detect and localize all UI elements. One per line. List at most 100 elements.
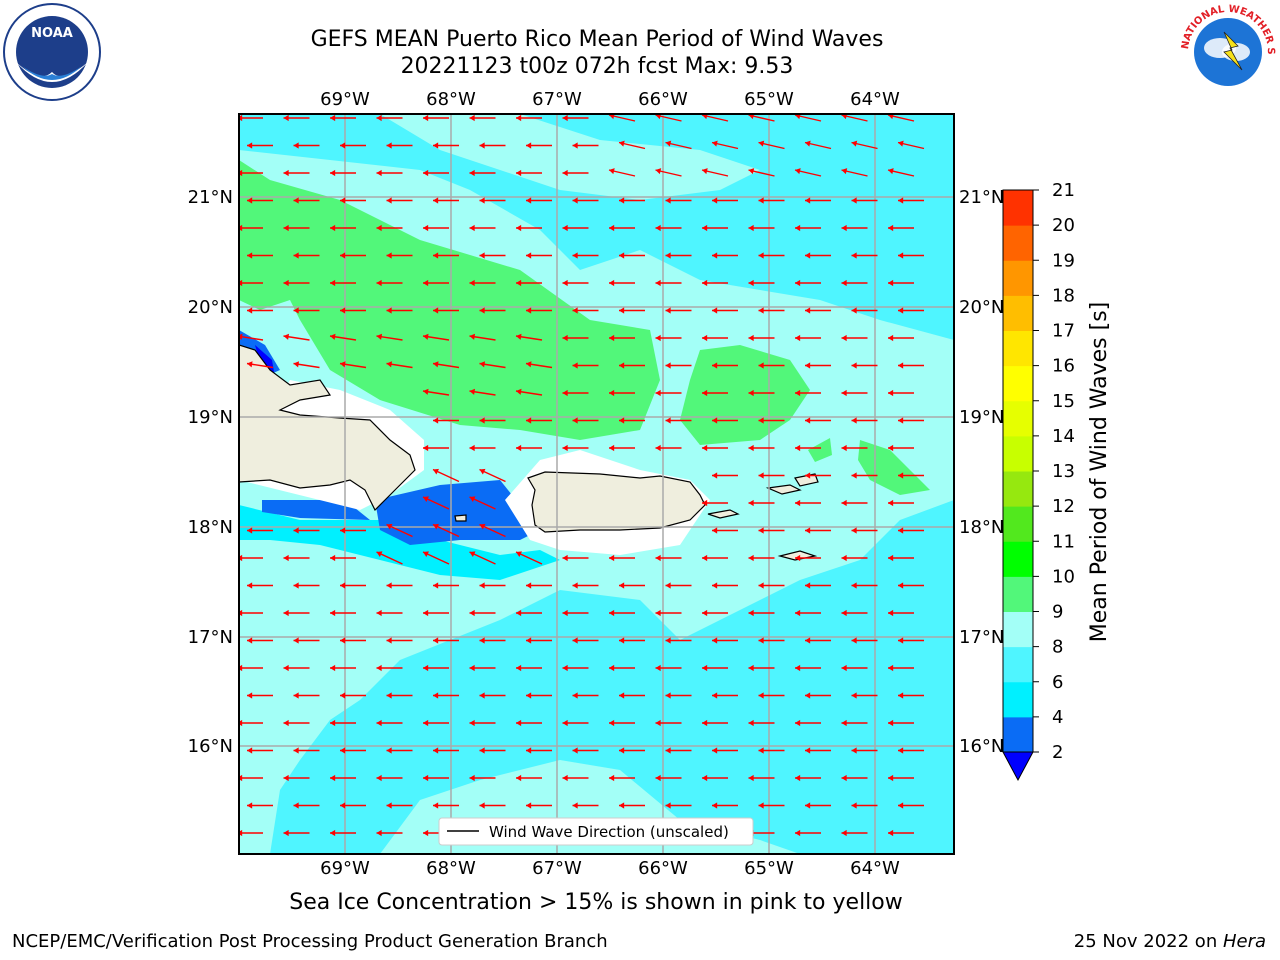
wind-wave-arrow xyxy=(898,472,924,479)
wind-wave-arrow xyxy=(795,499,821,507)
longitude-label: 66°W xyxy=(638,858,688,879)
colorbar-tick-label: 10 xyxy=(1052,566,1075,587)
wind-wave-arrow xyxy=(841,774,868,782)
wind-wave-arrow xyxy=(433,637,459,644)
wind-wave-arrow xyxy=(572,307,599,314)
wind-wave-arrow xyxy=(572,362,599,369)
wind-wave-arrow xyxy=(619,747,645,754)
wind-wave-arrow xyxy=(330,609,356,617)
wind-wave-arrow xyxy=(851,307,878,314)
wind-wave-arrow xyxy=(841,499,868,507)
wind-wave-arrow xyxy=(795,279,821,287)
wind-wave-arrow xyxy=(423,444,449,452)
wind-wave-arrow xyxy=(898,637,924,644)
graticule xyxy=(239,114,954,854)
wind-wave-arrow xyxy=(283,279,310,287)
wind-wave-arrow xyxy=(340,142,366,149)
wind-wave-arrow xyxy=(432,361,460,369)
wind-wave-arrow xyxy=(888,664,914,672)
wind-wave-arrow xyxy=(516,224,542,232)
wind-wave-arrow xyxy=(851,252,878,259)
wind-wave-arrow xyxy=(526,252,552,259)
wind-wave-arrow xyxy=(712,802,738,809)
wind-wave-arrow xyxy=(469,664,496,672)
wind-wave-arrow xyxy=(795,774,821,782)
wind-wave-arrow xyxy=(423,114,449,122)
wind-wave-arrow xyxy=(655,774,682,782)
wind-wave-arrow xyxy=(841,554,868,562)
wind-wave-arrow xyxy=(479,802,506,809)
wind-wave-arrow xyxy=(609,444,635,452)
sea-ice-note: Sea Ice Concentration > 15% is shown in … xyxy=(289,890,903,915)
map-legend: Wind Wave Direction (unscaled) xyxy=(438,817,754,846)
wind-wave-arrow xyxy=(851,637,878,644)
wind-wave-arrow xyxy=(330,279,356,287)
wind-wave-arrow xyxy=(655,664,682,672)
colorbar-tick-label: 11 xyxy=(1052,531,1075,552)
wind-wave-arrow xyxy=(330,169,356,177)
wind-wave-arrow xyxy=(758,802,785,809)
wind-wave-arrow xyxy=(562,444,589,452)
longitude-label: 66°W xyxy=(638,89,688,110)
colorbar-segment xyxy=(1003,260,1033,296)
wind-wave-arrow xyxy=(841,664,868,672)
wind-wave-arrow xyxy=(898,527,924,534)
wind-wave-arrow xyxy=(841,389,868,397)
wind-wave-arrow xyxy=(293,692,320,699)
wind-wave-arrow xyxy=(376,551,403,565)
wind-wave-arrow xyxy=(247,307,273,314)
map-frame xyxy=(238,113,955,855)
wind-wave-arrow xyxy=(702,389,728,397)
wind-wave-arrow xyxy=(805,417,831,424)
wind-wave-arrow xyxy=(572,747,599,754)
wind-wave-arrow xyxy=(619,362,645,369)
wind-wave-arrow xyxy=(758,582,785,589)
wind-wave-arrow xyxy=(433,692,459,699)
wind-wave-arrow xyxy=(712,527,738,534)
wind-wave-arrow xyxy=(805,362,831,369)
wind-wave-arrow xyxy=(386,523,413,538)
footer-host: Hera xyxy=(1222,931,1266,952)
wind-wave-arrow xyxy=(702,609,728,617)
wind-wave-arrow xyxy=(283,774,310,782)
wind-wave-arrow xyxy=(423,169,449,177)
wind-wave-arrow xyxy=(655,279,682,287)
wind-wave-arrow xyxy=(423,664,449,672)
wind-wave-arrow xyxy=(247,747,273,754)
colorbar-segment xyxy=(1003,225,1033,261)
wind-wave-arrow xyxy=(340,307,366,314)
wind-wave-arrow xyxy=(293,527,320,534)
wind-wave-arrow xyxy=(422,496,450,510)
wind-wave-arrow xyxy=(665,747,692,754)
wind-wave-arrow xyxy=(619,582,645,589)
wind-wave-arrow xyxy=(386,361,413,369)
wind-wave-arrow xyxy=(247,582,273,589)
wind-wave-arrow xyxy=(329,333,357,341)
latitude-label: 16°N xyxy=(188,736,233,757)
wind-wave-arrow xyxy=(526,692,552,699)
wind-wave-arrow xyxy=(748,554,775,562)
wind-wave-arrow xyxy=(841,719,868,727)
wind-wave-arrow xyxy=(330,829,356,837)
land-mona-island xyxy=(454,514,467,522)
wind-wave-arrow xyxy=(479,637,506,644)
colorbar-segment xyxy=(1003,365,1033,402)
wind-wave-arrow xyxy=(898,307,924,314)
wind-wave-arrow xyxy=(376,829,403,837)
wind-wave-arrow xyxy=(293,197,320,204)
wind-wave-arrow xyxy=(712,747,738,754)
wind-wave-arrow xyxy=(293,361,320,369)
noaa-logo: NOAA xyxy=(3,3,101,101)
wind-wave-arrow xyxy=(376,224,403,232)
wind-wave-arrow xyxy=(712,252,738,259)
wind-wave-arrow xyxy=(898,252,924,259)
wind-wave-arrow xyxy=(702,444,728,452)
wind-wave-arrow xyxy=(795,664,821,672)
wind-wave-arrow xyxy=(851,527,878,534)
colorbar-tick-label: 16 xyxy=(1052,356,1075,377)
wind-wave-arrow xyxy=(433,197,459,204)
wind-wave-arrow xyxy=(609,279,635,287)
wind-wave-arrow xyxy=(655,389,682,397)
wind-wave-arrow xyxy=(340,527,366,534)
latitude-label: 21°N xyxy=(959,187,1004,208)
